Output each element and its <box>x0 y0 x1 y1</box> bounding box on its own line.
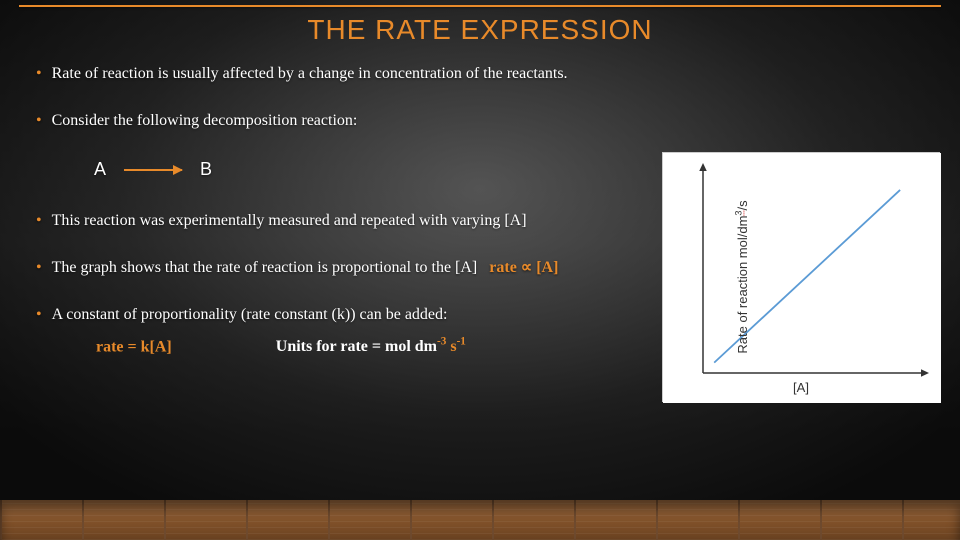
reaction-rhs: B <box>200 156 212 184</box>
rate-units: Units for rate = mol dm-3 s-1 <box>276 338 466 355</box>
ylabel-post: /s <box>735 200 750 210</box>
bullet-3: • This reaction was experimentally measu… <box>36 209 646 234</box>
units-exp1: -3 <box>437 336 446 348</box>
bullet-dot: • <box>36 256 42 281</box>
slide-title: THE RATE EXPRESSION <box>0 14 960 46</box>
rate-vs-concentration-chart: Rate of reaction mol/dm3/s [A] <box>662 152 940 402</box>
bullet-dot: • <box>36 109 42 134</box>
chart-y-label: Rate of reaction mol/dm3/s <box>733 200 749 353</box>
bullet-4-text: The graph shows that the rate of reactio… <box>52 256 646 281</box>
bullet-2: • Consider the following decomposition r… <box>36 109 646 134</box>
bullet-dot: • <box>36 62 42 87</box>
reaction-equation: A B <box>94 156 646 184</box>
units-mid: s <box>446 338 456 355</box>
ylabel-sup: 3 <box>733 211 744 216</box>
bullet-1: • Rate of reaction is usually affected b… <box>36 62 646 87</box>
bullet-4-formula: rate ∝ [A] <box>489 259 558 276</box>
bullet-dot: • <box>36 303 42 328</box>
bullet-4-lead: The graph shows that the rate of reactio… <box>52 259 478 276</box>
units-label: Units for rate = mol dm <box>276 338 437 355</box>
ylabel-pre: Rate of reaction mol/dm <box>735 216 750 354</box>
bullet-dot: • <box>36 209 42 234</box>
bullet-2-text: Consider the following decomposition rea… <box>52 109 646 134</box>
reaction-arrow-icon <box>124 169 182 171</box>
bullet-4: • The graph shows that the rate of react… <box>36 256 646 281</box>
top-divider <box>19 5 941 7</box>
content-area: • Rate of reaction is usually affected b… <box>36 62 646 360</box>
bullet-1-text: Rate of reaction is usually affected by … <box>52 62 646 87</box>
bullet-5-formula-row: rate = k[A] Units for rate = mol dm-3 s-… <box>96 334 646 360</box>
chart-x-label: [A] <box>663 380 939 395</box>
reaction-lhs: A <box>94 156 106 184</box>
bullet-5: • A constant of proportionality (rate co… <box>36 303 646 328</box>
rate-formula: rate = k[A] <box>96 338 172 355</box>
units-exp2: -1 <box>457 336 466 348</box>
slide: THE RATE EXPRESSION • Rate of reaction i… <box>0 0 960 540</box>
bullet-5-text: A constant of proportionality (rate cons… <box>52 303 646 328</box>
floor-texture <box>0 500 960 540</box>
bullet-3-text: This reaction was experimentally measure… <box>52 209 646 234</box>
chart-svg <box>663 153 941 403</box>
